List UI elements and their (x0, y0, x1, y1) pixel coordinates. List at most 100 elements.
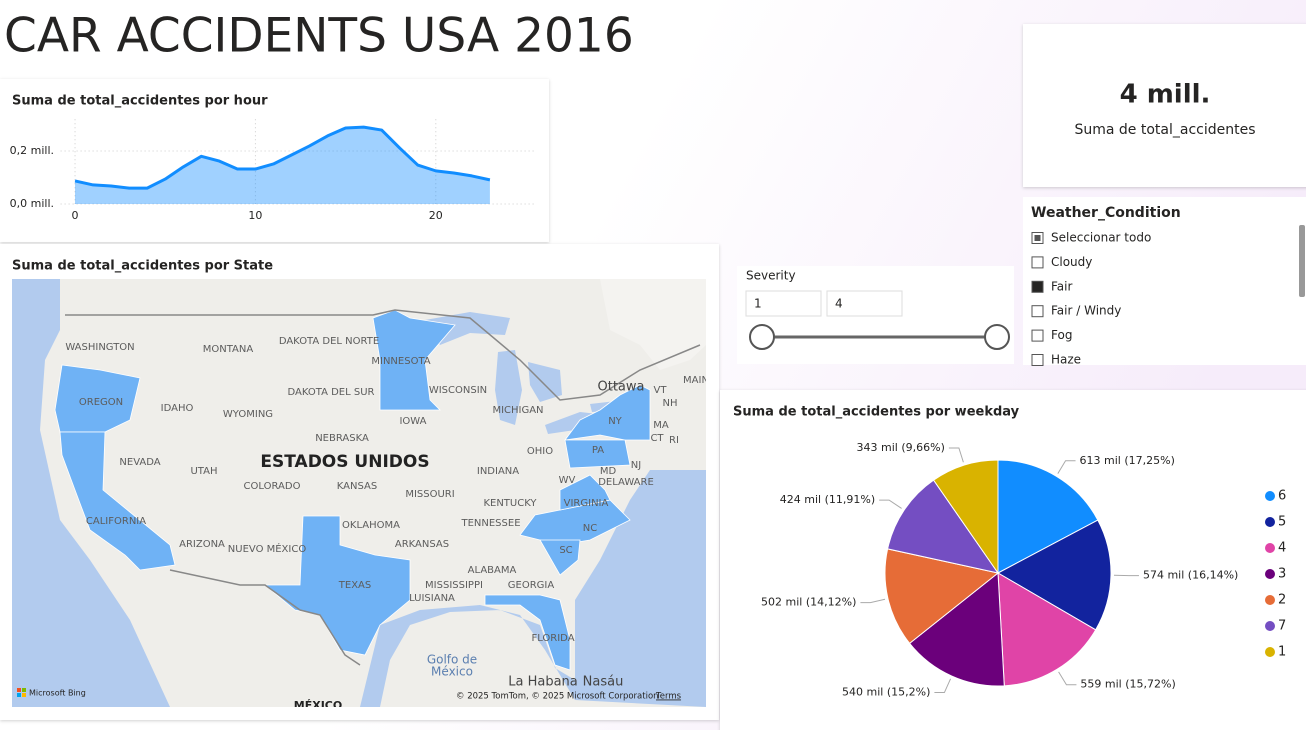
legend-label: 1 (1278, 645, 1286, 660)
legend-marker (1265, 647, 1275, 657)
legend-marker (1265, 517, 1275, 527)
min-input[interactable] (745, 290, 822, 317)
pie-slice (932, 459, 999, 575)
legend-marker (1265, 621, 1275, 631)
data-label: 613 mil (17,25%) (1080, 454, 1175, 467)
legend-marker (1265, 543, 1275, 553)
max-input[interactable] (826, 290, 903, 317)
map-label: MISSOURI (405, 489, 454, 500)
pie-slice (884, 548, 1000, 645)
weather-slicer (1023, 197, 1306, 365)
map: WASHINGTON MONTANA DAKOTA DEL NORTE MINNESO… (12, 279, 709, 712)
map-water (360, 470, 706, 707)
slider-handle[interactable] (749, 324, 775, 350)
checkbox[interactable] (1031, 280, 1044, 293)
map-label: DAKOTA DEL SUR (288, 387, 375, 398)
leader-line (1058, 671, 1077, 686)
data-label: 424 mil (11,91%) (780, 493, 875, 506)
leader-line (879, 499, 902, 509)
max-value: 4 (835, 297, 843, 311)
checkbox[interactable] (1031, 329, 1044, 342)
legend-label: 6 (1278, 489, 1286, 504)
x-tick-label: 20 (429, 209, 443, 222)
map-label: DAKOTA DEL NORTE (279, 336, 379, 347)
pie-chart: 613 mil (17,25%) 574 mil (16,14%) 559 mil … (761, 441, 1286, 699)
map-water (12, 279, 170, 707)
leader-line (860, 598, 886, 604)
legend-marker (1265, 569, 1275, 579)
map-label: WV (559, 475, 576, 486)
slicer-item-label: Haze (1051, 353, 1081, 367)
map-label: CALIFORNIA (86, 516, 146, 527)
map-label: Golfo de (427, 653, 477, 667)
checkbox[interactable] (1031, 354, 1044, 366)
data-label: 540 mil (15,2%) (842, 686, 930, 699)
map-label: WYOMING (223, 409, 273, 420)
map-label: NH (663, 398, 678, 409)
map-label: OHIO (527, 446, 553, 457)
map-label: TENNESSEE (460, 518, 520, 529)
map-labels: WASHINGTON MONTANA DAKOTA DEL NORTE MINNESO… (65, 336, 709, 712)
map-label: KENTUCKY (483, 498, 537, 509)
map-lake (425, 312, 510, 345)
map-label: ESTADOS UNIDOS (260, 452, 429, 472)
map-label: NUEVO MÉXICO (228, 542, 307, 555)
map-label: FLORIDA (531, 633, 574, 644)
map-terms[interactable]: Terms (655, 692, 682, 702)
map-lake (528, 362, 562, 402)
map-label: MONTANA (203, 344, 254, 355)
area (75, 127, 490, 204)
map-label: ALABAMA (468, 565, 517, 576)
map-attribution: © 2025 TomTom, © 2025 Microsoft Corporat… (456, 692, 659, 702)
slicer-item-label: Fair (1051, 279, 1072, 293)
map-label: MÉXICO (294, 699, 342, 712)
map-label: NEVADA (119, 457, 160, 468)
leader-line (948, 447, 964, 463)
map-label: MAIN (683, 375, 709, 386)
map-land (600, 279, 706, 370)
map-label: MISSISSIPPI (425, 580, 483, 591)
map-label: MA (653, 420, 669, 431)
map-label: SC (559, 545, 572, 556)
map-label: GEORGIA (508, 580, 555, 591)
slider-handle[interactable] (984, 324, 1010, 350)
pie-slice (996, 519, 1112, 631)
map-label: PA (592, 445, 604, 456)
legend-label: 2 (1278, 593, 1286, 608)
x-tick-label: 0 (72, 209, 79, 222)
map-label: MICHIGAN (492, 405, 543, 416)
map-label: México (431, 665, 473, 679)
map-lake (495, 350, 522, 425)
pie-slice (908, 572, 1005, 687)
map-provider: Microsoft Bing (29, 689, 86, 698)
map-label: MINNESOTA (371, 356, 430, 367)
map-label: ARKANSAS (395, 539, 449, 550)
slicer-items: Seleccionar todo Cloudy Fair Fair / Windy Fo… (1031, 231, 1151, 367)
legend-marker (1265, 491, 1275, 501)
pie-slice (887, 479, 1000, 574)
map-label: ARIZONA (179, 539, 225, 550)
checkbox[interactable] (1031, 305, 1044, 318)
map-label: CT (650, 433, 664, 444)
page-title: CAR ACCIDENTS USA 2016 (4, 9, 634, 64)
map-label: Ottawa (598, 380, 645, 395)
legend-label: 5 (1278, 515, 1286, 530)
map-label: IOWA (399, 416, 426, 427)
bing-logo (22, 693, 26, 697)
data-label: 343 mil (9,66%) (857, 441, 945, 454)
map-label: UTAH (190, 466, 217, 477)
line-card (0, 79, 549, 242)
line-title: Suma de total_accidentes por hour (12, 94, 268, 109)
border (169, 569, 361, 666)
slicer-item-label: Fog (1051, 328, 1072, 342)
highlighted-states (54, 309, 651, 671)
legend-label: 7 (1278, 619, 1286, 634)
map-label: VT (654, 385, 668, 396)
map-label: KANSAS (337, 481, 377, 492)
scrollbar[interactable] (1299, 225, 1305, 297)
slicer-title: Weather_Condition (1031, 205, 1181, 221)
checkbox[interactable] (1031, 256, 1044, 269)
line-chart: 0,0 mill. 0,2 mill. 0 10 20 (10, 119, 535, 222)
y-tick-label: 0,2 mill. (10, 144, 54, 157)
